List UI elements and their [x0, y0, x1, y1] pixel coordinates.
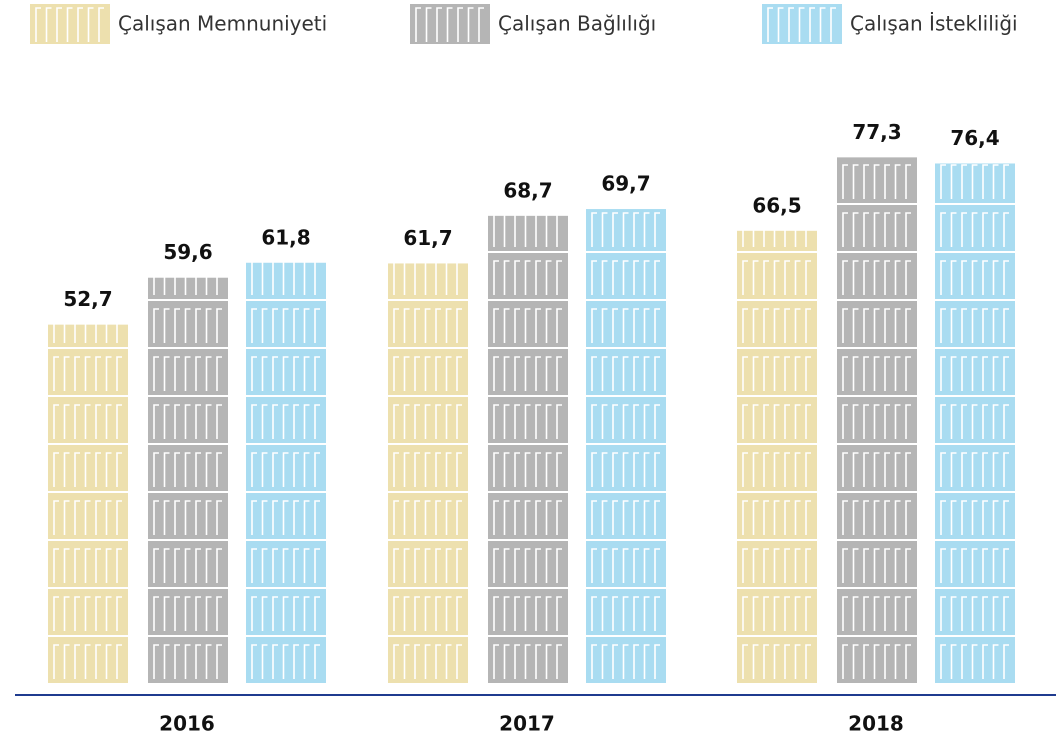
- legend-label: Çalışan Bağlılığı: [498, 12, 656, 36]
- bar: [837, 157, 917, 684]
- value-label: 68,7: [503, 178, 552, 202]
- value-label: 61,7: [403, 226, 452, 250]
- bar: [586, 209, 666, 684]
- bar: [935, 163, 1015, 684]
- value-label: 59,6: [163, 240, 212, 264]
- value-label: 66,5: [752, 193, 801, 217]
- value-label: 76,4: [950, 126, 999, 150]
- legend-swatch: [30, 4, 110, 44]
- x-tick-label: 2018: [848, 712, 904, 736]
- value-label: 61,8: [261, 225, 310, 249]
- bar: [737, 230, 817, 684]
- bar: [148, 277, 228, 683]
- legend-label: Çalışan Memnuniyeti: [118, 12, 327, 36]
- bar: [388, 263, 468, 683]
- x-tick-label: 2017: [499, 712, 555, 736]
- legend-swatch: [762, 4, 842, 44]
- legend-label: Çalışan İstekliliği: [850, 12, 1018, 36]
- legend-swatch: [410, 4, 490, 44]
- value-label: 69,7: [601, 172, 650, 196]
- bar: [488, 215, 568, 683]
- x-tick-label: 2016: [159, 712, 215, 736]
- bar: [48, 324, 128, 683]
- bar: [246, 262, 326, 683]
- value-label: 52,7: [63, 287, 112, 311]
- value-label: 77,3: [852, 120, 901, 144]
